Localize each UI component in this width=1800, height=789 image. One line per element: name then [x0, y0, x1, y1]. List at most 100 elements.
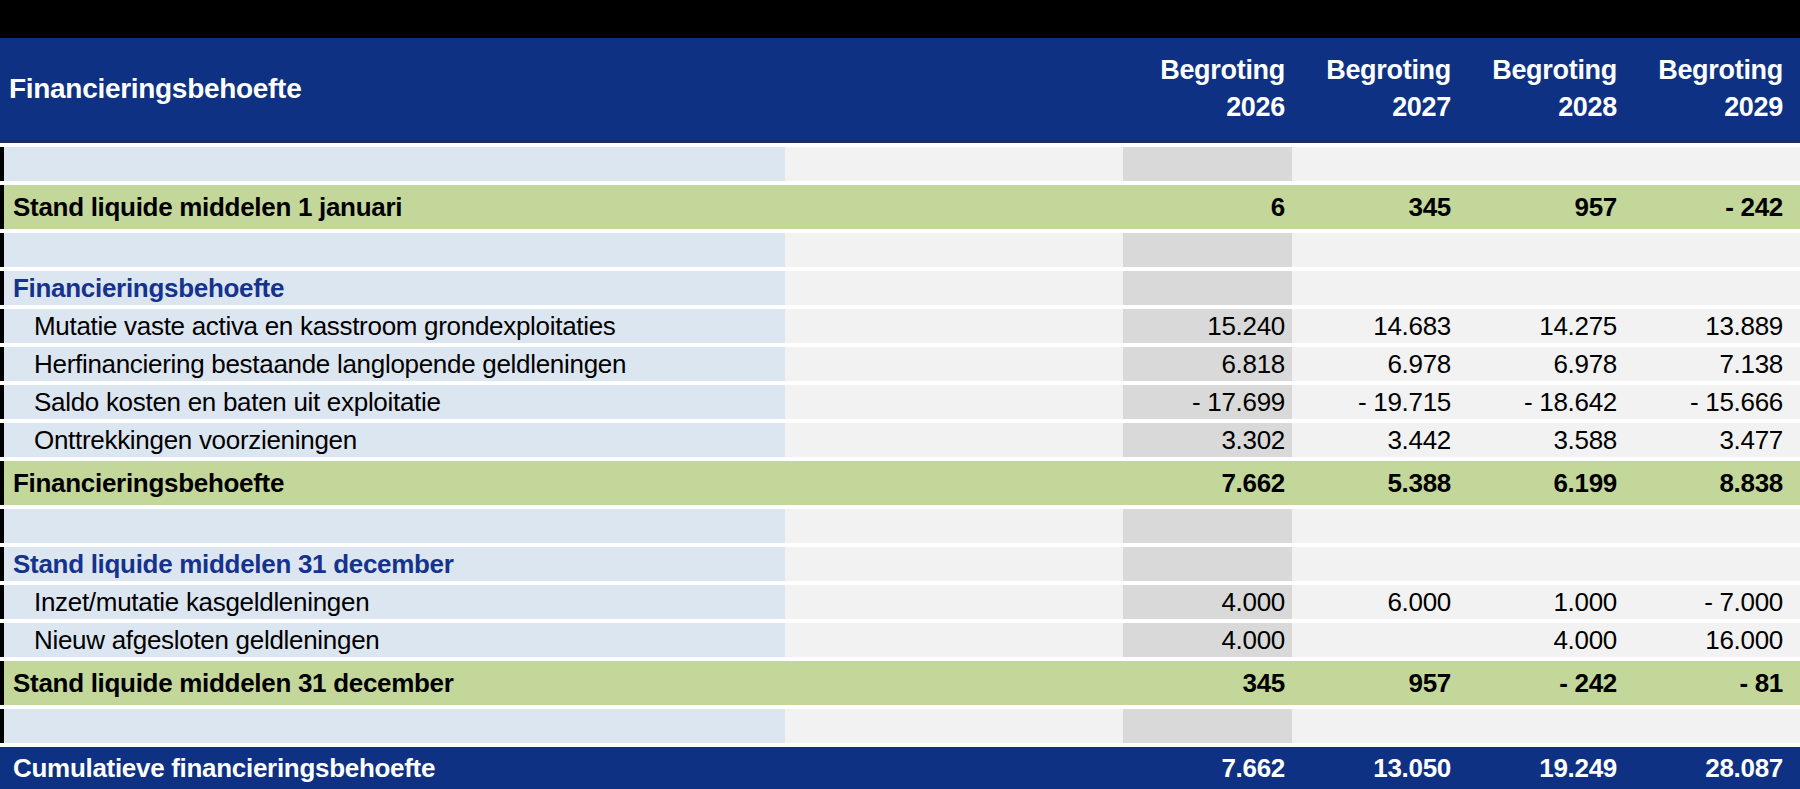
column-header-line1: Begroting: [1160, 52, 1285, 89]
filler-cell: [785, 509, 1123, 543]
value-cell-2026: 3.302: [1123, 423, 1292, 457]
column-header-line2: 2029: [1724, 89, 1783, 126]
value-cell-2027: [1292, 271, 1458, 305]
filler-cell: [785, 747, 1123, 789]
value-cell-2027: [1292, 147, 1458, 181]
row-label: Herfinanciering bestaande langlopende ge…: [0, 347, 785, 381]
filler-cell: [785, 233, 1123, 267]
value-cell-2028: [1458, 509, 1624, 543]
row-label: Financieringsbehoefte: [0, 271, 785, 305]
value-cell-2029: - 81: [1624, 661, 1790, 705]
table-row-total-green: Stand liquide middelen 1 januari6345957-…: [0, 185, 1800, 229]
value-cell-2029: [1624, 233, 1790, 267]
value-cell-2029: [1624, 147, 1790, 181]
value-cell-2029: 16.000: [1624, 623, 1790, 657]
value-cell-2029: [1624, 547, 1790, 581]
right-pad-cell: [1790, 347, 1800, 381]
row-label: Financieringsbehoefte: [0, 461, 785, 505]
column-header-line1: Begroting: [1326, 52, 1451, 89]
column-header-line1: Begroting: [1492, 52, 1617, 89]
value-cell-2028: 6.199: [1458, 461, 1624, 505]
value-cell-2026: [1123, 233, 1292, 267]
value-cell-2028: 4.000: [1458, 623, 1624, 657]
value-cell-2026: 7.662: [1123, 461, 1292, 505]
value-cell-2027: [1292, 509, 1458, 543]
row-label: Stand liquide middelen 31 december: [0, 661, 785, 705]
table-row-total-green: Stand liquide middelen 31 december345957…: [0, 661, 1800, 705]
right-pad-cell: [1790, 185, 1800, 229]
filler-cell: [785, 709, 1123, 743]
filler-cell: [785, 423, 1123, 457]
right-pad-cell: [1790, 385, 1800, 419]
filler-cell: [785, 385, 1123, 419]
value-cell-2026: 7.662: [1123, 747, 1292, 789]
row-label: Saldo kosten en baten uit exploitatie: [0, 385, 785, 419]
table-row-data: Saldo kosten en baten uit exploitatie - 1…: [0, 385, 1800, 419]
column-header-begroting-2027: Begroting 2027: [1292, 38, 1458, 140]
row-label: Stand liquide middelen 31 december: [0, 547, 785, 581]
filler-cell: [785, 623, 1123, 657]
financieringsbehoefte-table: Financieringsbehoefte Begroting 2026 Beg…: [0, 0, 1800, 789]
value-cell-2029: - 15.666: [1624, 385, 1790, 419]
value-cell-2027: 6.978: [1292, 347, 1458, 381]
value-cell-2026: - 17.699: [1123, 385, 1292, 419]
value-cell-2026: 4.000: [1123, 623, 1292, 657]
filler-cell: [785, 347, 1123, 381]
table-row-section: Financieringsbehoefte: [0, 271, 1800, 305]
value-cell-2028: [1458, 233, 1624, 267]
table-row-total-blue: Cumulatieve financieringsbehoefte 7.66213…: [0, 747, 1800, 789]
value-cell-2027: 13.050: [1292, 747, 1458, 789]
right-pad-cell: [1790, 509, 1800, 543]
top-black-bar: [0, 0, 1800, 38]
right-pad-cell: [1790, 423, 1800, 457]
table-row-spacer: [0, 509, 1800, 543]
value-cell-2027: 14.683: [1292, 309, 1458, 343]
column-header-begroting-2029: Begroting 2029: [1624, 38, 1790, 140]
value-cell-2029: [1624, 271, 1790, 305]
table-row-spacer: [0, 233, 1800, 267]
column-header-line2: 2027: [1392, 89, 1451, 126]
table-title: Financieringsbehoefte: [0, 38, 1123, 140]
value-cell-2028: 19.249: [1458, 747, 1624, 789]
table-row-data: Mutatie vaste activa en kasstroom gronde…: [0, 309, 1800, 343]
value-cell-2026: 4.000: [1123, 585, 1292, 619]
value-cell-2026: [1123, 271, 1292, 305]
value-cell-2029: 13.889: [1624, 309, 1790, 343]
value-cell-2028: - 18.642: [1458, 385, 1624, 419]
filler-cell: [785, 271, 1123, 305]
value-cell-2028: 3.588: [1458, 423, 1624, 457]
value-cell-2029: 8.838: [1624, 461, 1790, 505]
value-cell-2028: 14.275: [1458, 309, 1624, 343]
right-pad-cell: [1790, 547, 1800, 581]
column-header-begroting-2028: Begroting 2028: [1458, 38, 1624, 140]
right-pad-cell: [1790, 585, 1800, 619]
value-cell-2026: [1123, 709, 1292, 743]
table-row-spacer: [0, 709, 1800, 743]
value-cell-2026: [1123, 147, 1292, 181]
value-cell-2029: 7.138: [1624, 347, 1790, 381]
right-pad-cell: [1790, 747, 1800, 789]
right-pad-cell: [1790, 309, 1800, 343]
value-cell-2029: - 7.000: [1624, 585, 1790, 619]
filler-cell: [785, 147, 1123, 181]
value-cell-2027: 3.442: [1292, 423, 1458, 457]
row-label: Nieuw afgesloten geldleningen: [0, 623, 785, 657]
right-pad-cell: [1790, 233, 1800, 267]
value-cell-2029: 28.087: [1624, 747, 1790, 789]
row-label: Cumulatieve financieringsbehoefte: [0, 747, 785, 789]
column-header-line2: 2026: [1226, 89, 1285, 126]
column-header-begroting-2026: Begroting 2026: [1123, 38, 1292, 140]
table-row-data: Nieuw afgesloten geldleningen4.0004.0001…: [0, 623, 1800, 657]
value-cell-2026: [1123, 547, 1292, 581]
value-cell-2029: [1624, 509, 1790, 543]
row-label: Stand liquide middelen 1 januari: [0, 185, 785, 229]
right-pad-cell: [1790, 661, 1800, 705]
row-label: [0, 709, 785, 743]
right-pad-cell: [1790, 709, 1800, 743]
row-label: Inzet/mutatie kasgeldleningen: [0, 585, 785, 619]
value-cell-2028: - 242: [1458, 661, 1624, 705]
value-cell-2029: - 242: [1624, 185, 1790, 229]
table-row-total-green: Financieringsbehoefte7.6625.3886.1998.83…: [0, 461, 1800, 505]
value-cell-2028: [1458, 271, 1624, 305]
right-pad-cell: [1790, 623, 1800, 657]
